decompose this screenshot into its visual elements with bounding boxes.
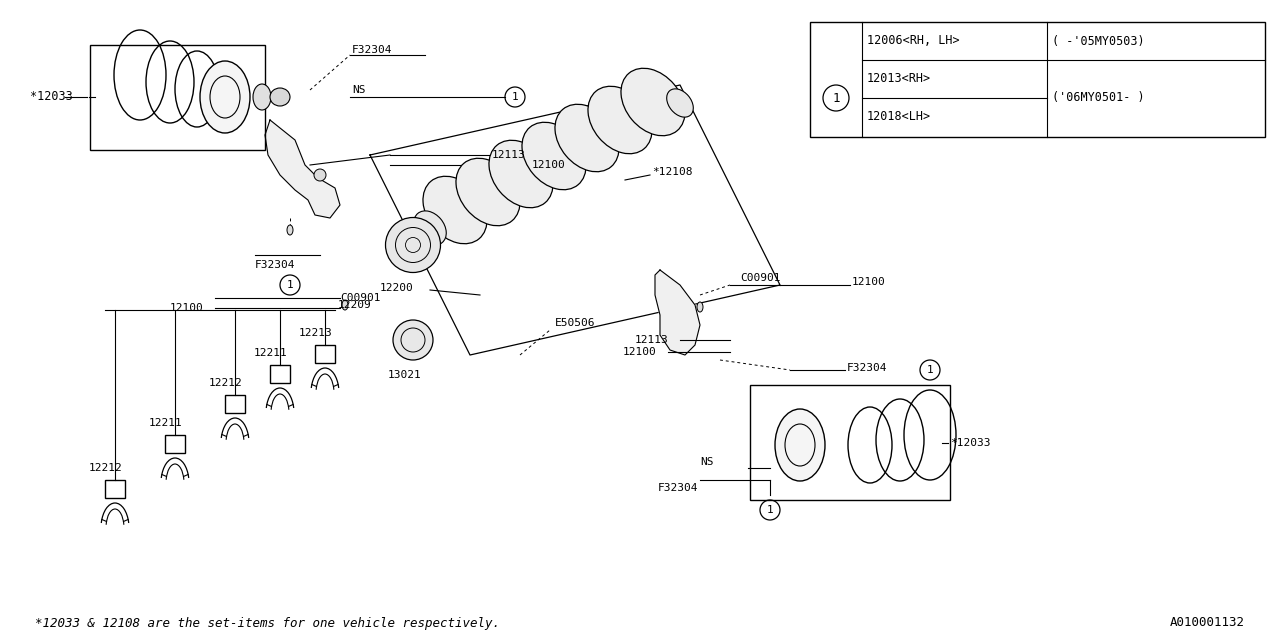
- Bar: [90, 45, 265, 150]
- Text: 1: 1: [927, 365, 933, 375]
- Text: 1: 1: [767, 505, 773, 515]
- Bar: [315, 345, 335, 363]
- Text: ('06MY0501- ): ('06MY0501- ): [1052, 92, 1144, 104]
- Bar: [165, 435, 186, 453]
- Ellipse shape: [253, 84, 271, 110]
- Text: 1: 1: [832, 92, 840, 104]
- Text: ( -'05MY0503): ( -'05MY0503): [1052, 35, 1144, 47]
- Text: 12211: 12211: [148, 418, 183, 428]
- Ellipse shape: [698, 302, 703, 312]
- Bar: [105, 480, 125, 498]
- Text: *12033: *12033: [950, 438, 991, 448]
- Text: 12213: 12213: [300, 328, 333, 338]
- Text: 12212: 12212: [90, 463, 123, 473]
- Text: E50506: E50506: [556, 318, 595, 328]
- Bar: [270, 365, 291, 383]
- Text: 12113: 12113: [492, 150, 526, 160]
- Text: A010001132: A010001132: [1170, 616, 1245, 630]
- Text: *12108: *12108: [652, 167, 692, 177]
- Ellipse shape: [422, 176, 486, 244]
- Text: 13021: 13021: [388, 370, 421, 380]
- Text: 12100: 12100: [170, 303, 204, 313]
- Polygon shape: [265, 120, 340, 218]
- Text: F32304: F32304: [255, 260, 296, 270]
- Text: 12100: 12100: [532, 160, 566, 170]
- Text: NS: NS: [352, 85, 366, 95]
- Text: 1: 1: [287, 280, 293, 290]
- Ellipse shape: [456, 158, 520, 226]
- Text: 12100: 12100: [852, 277, 886, 287]
- Text: *12033: *12033: [29, 90, 73, 104]
- Text: C00901: C00901: [740, 273, 781, 283]
- Text: 12100: 12100: [622, 347, 657, 357]
- Text: 12113: 12113: [635, 335, 668, 345]
- Ellipse shape: [385, 218, 440, 273]
- Ellipse shape: [522, 122, 586, 189]
- Text: 12211: 12211: [253, 348, 288, 358]
- Ellipse shape: [200, 61, 250, 133]
- Text: 12018<LH>: 12018<LH>: [867, 111, 931, 124]
- Polygon shape: [655, 270, 700, 355]
- Ellipse shape: [270, 88, 291, 106]
- Ellipse shape: [588, 86, 652, 154]
- Text: C00901: C00901: [340, 293, 380, 303]
- Text: 12212: 12212: [209, 378, 243, 388]
- Text: *12033 & 12108 are the set-items for one vehicle respectively.: *12033 & 12108 are the set-items for one…: [35, 616, 500, 630]
- Text: 12006<RH, LH>: 12006<RH, LH>: [867, 35, 960, 47]
- Text: 1: 1: [512, 92, 518, 102]
- Text: F32304: F32304: [352, 45, 393, 55]
- Ellipse shape: [314, 169, 326, 181]
- Text: 12013<RH>: 12013<RH>: [867, 72, 931, 86]
- Text: 12209: 12209: [338, 300, 371, 310]
- Ellipse shape: [342, 300, 348, 310]
- Bar: [750, 385, 950, 500]
- Ellipse shape: [489, 140, 553, 208]
- Ellipse shape: [621, 68, 685, 136]
- Text: NS: NS: [700, 457, 713, 467]
- Bar: [225, 395, 244, 413]
- Ellipse shape: [393, 320, 433, 360]
- Ellipse shape: [667, 89, 694, 117]
- Text: F32304: F32304: [658, 483, 699, 493]
- Ellipse shape: [413, 211, 447, 245]
- Text: 12200: 12200: [380, 283, 413, 293]
- Text: F32304: F32304: [847, 363, 887, 373]
- Bar: [810, 22, 1265, 137]
- Ellipse shape: [287, 225, 293, 235]
- Ellipse shape: [556, 104, 620, 172]
- Ellipse shape: [774, 409, 826, 481]
